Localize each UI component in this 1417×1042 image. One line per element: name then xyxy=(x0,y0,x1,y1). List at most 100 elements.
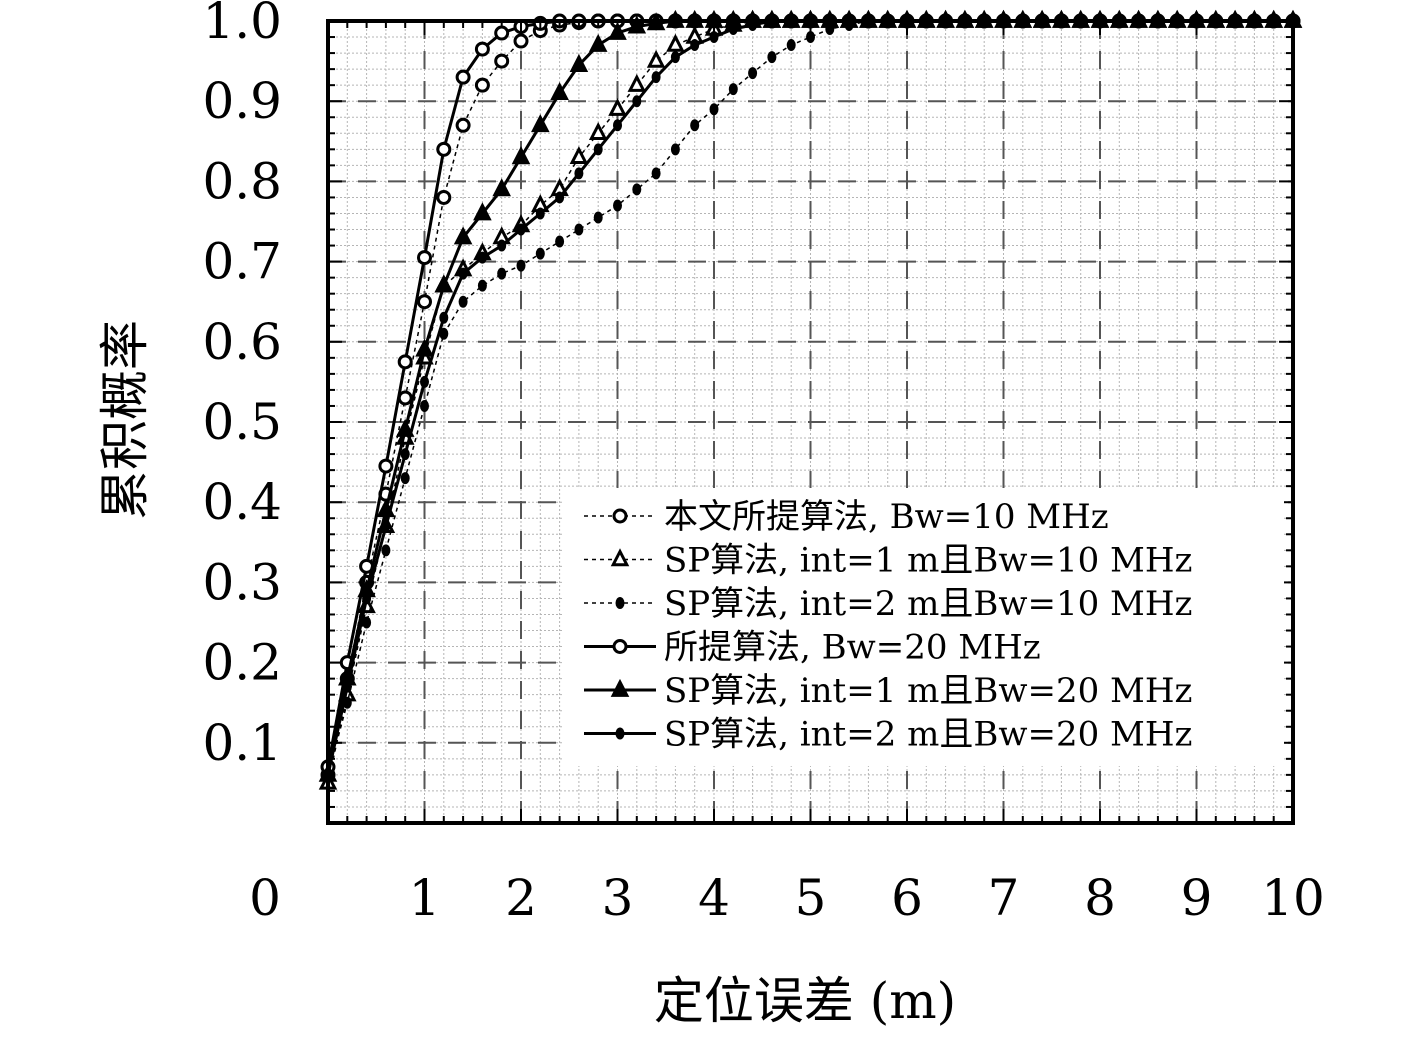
dot-marker xyxy=(400,448,410,461)
dot-marker xyxy=(420,399,429,412)
x-tick-label: 9 xyxy=(1181,869,1213,927)
legend-entry-6: SP算法, int=2 m且Bw=20 MHz xyxy=(584,715,1192,755)
dot-marker xyxy=(516,223,526,236)
triangle-filled-marker xyxy=(473,202,492,221)
dot-marker xyxy=(477,279,487,292)
triangle-open-marker xyxy=(569,146,589,165)
dot-marker xyxy=(439,311,449,324)
dot-marker xyxy=(615,727,625,740)
dot-marker xyxy=(381,520,391,533)
dot-marker xyxy=(497,239,507,252)
triangle-filled-marker xyxy=(588,33,608,52)
circle-marker xyxy=(378,458,394,474)
dot-marker xyxy=(458,295,468,308)
legend-entry-2: SP算法, int=1 m且Bw=10 MHz xyxy=(584,541,1192,581)
dot-marker xyxy=(767,51,777,64)
legend-entry-1: 本文所提算法, Bw=10 MHz xyxy=(584,497,1109,537)
circle-marker xyxy=(436,189,452,205)
legend-label: 本文所提算法, Bw=10 MHz xyxy=(664,497,1109,537)
y-tick-label: 1.0 xyxy=(202,0,282,50)
triangle-filled-marker xyxy=(434,274,454,293)
circle-marker xyxy=(474,77,490,93)
y-tick-label: 0.3 xyxy=(202,553,282,611)
dot-marker xyxy=(342,680,352,693)
dot-marker xyxy=(632,95,642,108)
x-tick-label: 5 xyxy=(795,869,827,927)
circle-marker xyxy=(417,250,432,266)
legend-entry-4: 所提算法, Bw=20 MHz xyxy=(584,628,1041,668)
dot-marker xyxy=(439,327,449,340)
axes-layer xyxy=(326,19,1295,825)
dot-marker xyxy=(381,544,391,557)
dot-marker xyxy=(362,616,372,629)
dot-marker xyxy=(574,167,584,180)
circle-marker xyxy=(494,25,510,41)
triangle-open-marker xyxy=(588,122,608,140)
circle-marker xyxy=(397,390,413,406)
y-tick-label: 0.2 xyxy=(202,634,282,692)
dot-marker xyxy=(555,191,565,204)
triangle-open-marker xyxy=(610,548,630,567)
dot-marker xyxy=(728,23,738,36)
x-tick-label: 6 xyxy=(891,869,923,927)
dot-marker xyxy=(400,472,410,485)
x-tick-label: 8 xyxy=(1084,869,1116,927)
dot-marker xyxy=(748,67,758,80)
dot-marker xyxy=(574,223,584,236)
legend-label: SP算法, int=2 m且Bw=20 MHz xyxy=(664,715,1192,755)
triangle-filled-marker xyxy=(415,338,434,357)
legend-label: SP算法, int=2 m且Bw=10 MHz xyxy=(664,584,1192,624)
dot-marker xyxy=(477,251,487,264)
dot-marker xyxy=(670,143,680,156)
dot-marker xyxy=(709,31,719,44)
x-tick-label: 3 xyxy=(602,869,634,927)
triangle-open-marker xyxy=(627,73,647,92)
circle-marker xyxy=(474,41,490,57)
dot-marker xyxy=(709,103,719,116)
dot-marker xyxy=(362,592,372,605)
dot-marker xyxy=(786,39,796,52)
y-tick-label: 0.6 xyxy=(202,313,282,371)
triangle-open-marker xyxy=(608,97,627,116)
y-tick-label: 0.7 xyxy=(202,233,282,291)
legend-label: SP算法, int=1 m且Bw=20 MHz xyxy=(664,671,1192,711)
circle-marker xyxy=(455,117,471,133)
x-tick-label: 1 xyxy=(409,869,441,927)
dot-marker xyxy=(613,199,622,212)
dot-marker xyxy=(632,183,642,196)
x-tick-label: 2 xyxy=(505,869,537,927)
x-tick-label: 4 xyxy=(698,869,730,927)
triangle-open-marker xyxy=(646,49,666,68)
y-tick-label: 0.8 xyxy=(202,152,282,210)
triangle-filled-marker xyxy=(453,226,473,245)
y-tick-label: 0.4 xyxy=(202,473,282,531)
dot-marker xyxy=(516,259,526,272)
dot-marker xyxy=(690,119,700,132)
dot-marker xyxy=(806,31,815,44)
dot-marker xyxy=(555,235,565,248)
dot-marker xyxy=(690,39,700,52)
tick-labels: 0 1 2 3 4 5 6 7 8 9 10 0.1 0.2 0.3 0.4 0.5 0.6 0.7 0.8 0.9 1… xyxy=(202,0,1324,927)
dot-marker xyxy=(535,247,545,260)
circle-marker xyxy=(513,33,529,49)
circle-marker xyxy=(417,294,432,310)
circle-marker xyxy=(436,141,452,157)
dot-marker xyxy=(458,267,468,280)
circle-marker xyxy=(397,354,413,370)
triangle-filled-marker xyxy=(550,81,569,101)
legend-entry-3: SP算法, int=2 m且Bw=10 MHz xyxy=(584,584,1192,624)
dot-marker xyxy=(728,83,738,96)
dot-marker xyxy=(651,71,661,84)
circle-marker xyxy=(612,508,628,524)
dot-marker xyxy=(593,211,603,224)
dot-marker xyxy=(420,375,429,388)
dot-marker xyxy=(615,597,625,609)
dot-marker xyxy=(670,51,680,64)
x-tick-label: 7 xyxy=(988,869,1020,927)
dot-marker xyxy=(535,207,545,220)
circle-marker xyxy=(494,53,510,69)
legend-label: SP算法, int=1 m且Bw=10 MHz xyxy=(664,541,1192,581)
triangle-filled-marker xyxy=(531,114,550,133)
triangle-open-marker xyxy=(666,33,685,52)
